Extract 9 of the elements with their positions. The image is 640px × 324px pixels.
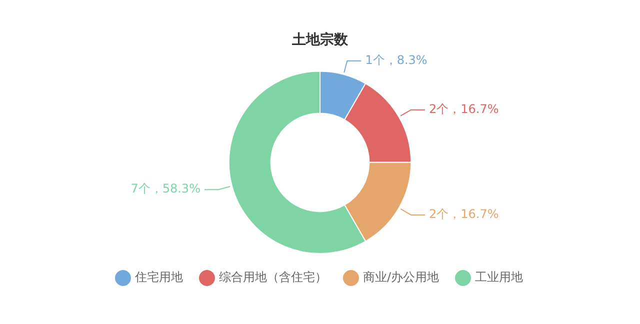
data-label: 2个，16.7%	[429, 102, 499, 116]
data-label: 2个，16.7%	[429, 207, 499, 222]
data-label: 7个，58.3%	[130, 182, 200, 196]
chart-title: 土地宗数	[291, 31, 349, 48]
legend-label: 住宅用地	[134, 270, 183, 284]
legend-label: 商业/办公用地	[362, 270, 440, 284]
legend-label: 综合用地（含住宅）	[218, 270, 327, 284]
legend-label: 工业用地	[475, 270, 524, 284]
data-label: 1个，8.3%	[365, 53, 428, 68]
